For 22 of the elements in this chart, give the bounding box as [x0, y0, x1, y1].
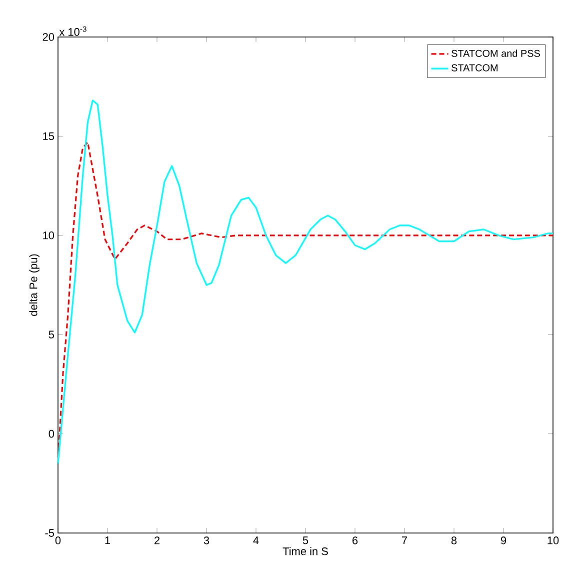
y-tick-label: 0: [48, 430, 54, 438]
y-tick-label: 20: [42, 33, 54, 41]
legend-label: STATCOM and PSS: [452, 50, 540, 57]
x-axis-title: Time in S: [282, 547, 328, 556]
x-tick-label: 2: [154, 536, 160, 544]
x-tick-label: 8: [451, 536, 457, 544]
y-tick-label: 15: [43, 132, 54, 140]
y-tick-label: 5: [48, 330, 54, 338]
y-tick-label: 10: [43, 232, 54, 240]
x-tick-label: 7: [402, 536, 408, 544]
y-axis-title: delta Pe (pu): [29, 254, 40, 316]
x-tick-label: 0: [55, 536, 61, 544]
x-tick-label: 10: [548, 536, 559, 544]
x-tick-label: 6: [352, 536, 358, 544]
x-tick-label: 9: [500, 536, 506, 544]
x-tick-label: 3: [204, 536, 210, 544]
y-tick-label: -5: [45, 529, 54, 537]
legend-label: STATCOM: [452, 64, 498, 72]
text: x 10$^{-3}$: [59, 26, 86, 36]
x-tick-label: 4: [253, 536, 259, 544]
x-tick-label: 1: [105, 536, 110, 544]
x-tick-label: 5: [302, 536, 308, 544]
